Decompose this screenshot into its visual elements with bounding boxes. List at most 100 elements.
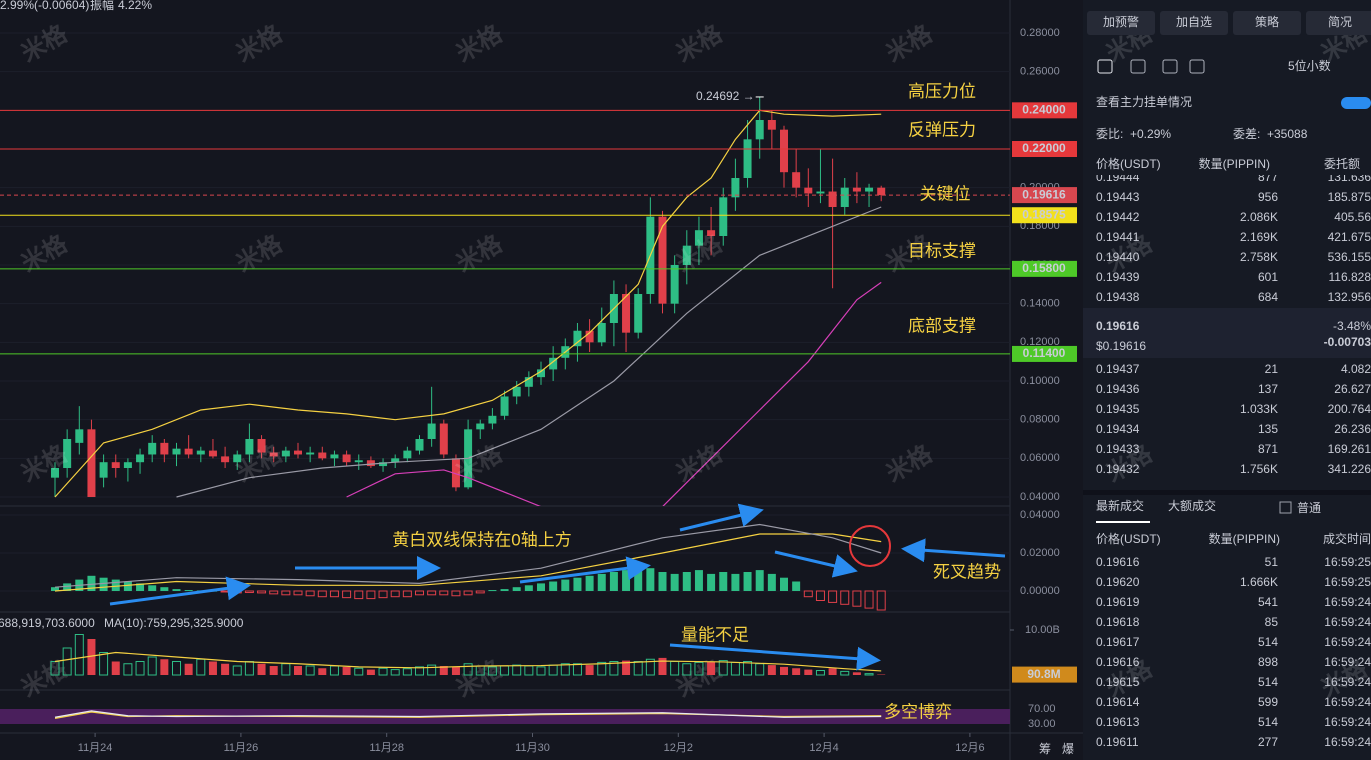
- volume-tag-label: 90.8M: [1027, 667, 1060, 681]
- level-note: 目标支撑: [908, 241, 976, 260]
- button[interactable]: [1233, 11, 1301, 35]
- cell: 1.666K: [1240, 575, 1278, 589]
- main-orders[interactable]: 查看主力挂单情况: [1096, 95, 1192, 109]
- cell: 21: [1265, 362, 1279, 376]
- volume-bar: [597, 661, 607, 676]
- view-icon[interactable]: [1162, 59, 1178, 74]
- volume-bar: [767, 665, 776, 675]
- candle-body: [160, 442, 169, 455]
- button-label[interactable]: 简况: [1328, 15, 1352, 29]
- y-tick-label: 0.18000: [1020, 220, 1060, 232]
- macd-bar: [622, 570, 631, 591]
- x-tick-label: 11月28: [369, 742, 404, 754]
- normal[interactable]: 普通: [1297, 501, 1321, 515]
- candle-body: [342, 454, 351, 463]
- axis-tool[interactable]: 筹: [1039, 742, 1051, 756]
- button-label[interactable]: 加预警: [1103, 14, 1139, 29]
- level-note: 关键位: [920, 185, 971, 204]
- candle-body: [731, 178, 740, 198]
- candle-body: [51, 468, 59, 478]
- candle-body: [415, 439, 424, 451]
- cell: 0.19615: [1096, 675, 1140, 689]
- view-icon[interactable]: [1189, 59, 1205, 74]
- volume-bar: [147, 656, 157, 676]
- section-gap: [1083, 490, 1371, 495]
- cell: 0.19435: [1096, 402, 1140, 416]
- diff: +35088: [1267, 127, 1308, 141]
- candle-body: [622, 294, 631, 333]
- macd-bar: [123, 581, 132, 591]
- view-icon[interactable]: [1097, 59, 1113, 74]
- candle-body: [780, 129, 788, 173]
- macd-bar: [780, 577, 788, 591]
- candle-body: [318, 452, 327, 459]
- volume-bar: [390, 669, 400, 676]
- volume-bar: [402, 668, 412, 676]
- volume-bar: [87, 639, 96, 675]
- checkbox[interactable]: [1279, 501, 1292, 514]
- trade-header: 成交时间: [1323, 531, 1371, 546]
- button-label[interactable]: 策略: [1255, 14, 1279, 29]
- view-icon[interactable]: [1130, 59, 1146, 74]
- button-label[interactable]: 加自选: [1176, 15, 1212, 29]
- candle-body: [804, 187, 813, 194]
- volume-bar: [645, 658, 655, 676]
- cell: 51: [1265, 555, 1279, 569]
- macd-bar: [864, 590, 874, 609]
- volume-text: 688,919,703.6000: [0, 616, 95, 630]
- cell: 956: [1258, 190, 1278, 204]
- volume-bar: [852, 672, 861, 675]
- indicator-line: [346, 281, 882, 506]
- macd-bar: [707, 573, 716, 591]
- button[interactable]: [1306, 11, 1371, 35]
- candle-body: [281, 450, 290, 457]
- annotation: 量能不足: [681, 625, 749, 644]
- candle-body: [476, 423, 485, 430]
- candle-body: [123, 462, 132, 468]
- y-tick-label: 10.00B: [1025, 624, 1060, 636]
- macd-bar: [876, 590, 886, 611]
- macd-bar: [172, 589, 181, 591]
- macd-bar: [342, 590, 352, 599]
- cell: 0.19616: [1096, 655, 1140, 669]
- volume-bar: [694, 661, 704, 676]
- macd-bar: [257, 590, 267, 594]
- candle-body: [111, 462, 120, 468]
- candle-body: [306, 452, 315, 455]
- decimals[interactable]: 5位小数: [1288, 58, 1331, 73]
- macd-bar: [305, 590, 315, 597]
- candle-body: [196, 450, 205, 455]
- volume-bar: [743, 661, 753, 676]
- level-note: 底部支撑: [908, 316, 976, 335]
- y-tick-label: 0.12000: [1020, 336, 1060, 348]
- candle-body: [63, 439, 72, 468]
- volume-bar: [622, 660, 631, 675]
- candle-body: [682, 245, 691, 265]
- candle-body: [512, 386, 521, 397]
- tab[interactable]: 最新成交: [1096, 498, 1144, 513]
- cell: 871: [1258, 442, 1278, 456]
- last-bg: [1083, 308, 1371, 358]
- toggle[interactable]: [1341, 97, 1371, 109]
- tab[interactable]: 大额成交: [1168, 498, 1216, 513]
- button[interactable]: [1087, 11, 1155, 35]
- candle-body: [269, 452, 278, 457]
- cell: 16:59:24: [1324, 595, 1371, 609]
- macd-bar: [293, 590, 303, 596]
- cell: 16:59:24: [1324, 635, 1371, 649]
- volume-bar: [74, 634, 84, 676]
- volume-bar: [536, 666, 546, 676]
- macd-bar: [755, 570, 764, 591]
- macd-bar: [87, 575, 96, 591]
- macd-bar: [719, 572, 728, 591]
- cell: 0.19440: [1096, 250, 1140, 264]
- cell: 0.19619: [1096, 595, 1140, 609]
- cell: 0.19616: [1096, 555, 1140, 569]
- candle-body: [354, 460, 363, 463]
- axis-tool[interactable]: 爆: [1062, 742, 1074, 756]
- volume-bar: [792, 668, 801, 675]
- button[interactable]: [1160, 11, 1228, 35]
- volume-bar: [840, 670, 850, 676]
- candle-body: [707, 230, 716, 236]
